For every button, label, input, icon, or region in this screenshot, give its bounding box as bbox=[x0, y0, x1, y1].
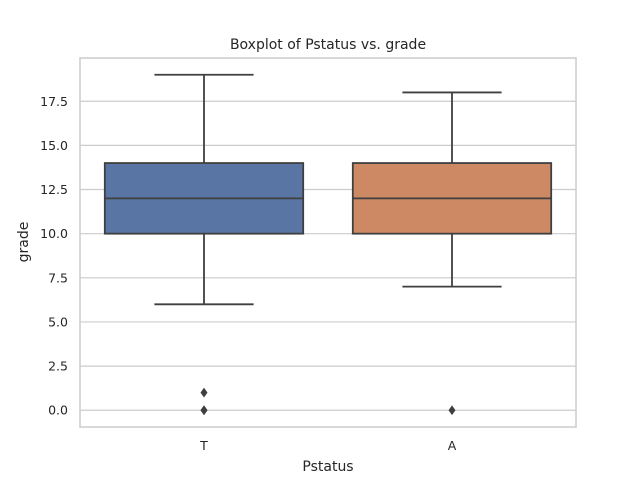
boxes bbox=[103, 73, 553, 416]
x-tick-label: A bbox=[448, 438, 457, 453]
y-axis-label: grade bbox=[16, 222, 32, 263]
y-tick-label: 0.0 bbox=[48, 403, 68, 418]
y-tick-label: 7.5 bbox=[48, 270, 68, 285]
y-tick-label: 10.0 bbox=[40, 226, 68, 241]
y-tick-labels: 0.0 2.5 5.0 7.5 10.0 12.5 15.0 17.5 bbox=[40, 94, 68, 418]
y-tick-label: 2.5 bbox=[48, 359, 68, 374]
plot-frame bbox=[79, 57, 577, 428]
box-group-T bbox=[103, 73, 305, 416]
y-tick-label: 5.0 bbox=[48, 314, 68, 329]
box-group-A bbox=[351, 91, 553, 416]
outlier-point bbox=[448, 405, 456, 416]
outlier-point bbox=[200, 405, 208, 416]
y-tick-label: 12.5 bbox=[40, 182, 68, 197]
grid-lines bbox=[80, 100, 576, 411]
y-tick-label: 15.0 bbox=[40, 138, 68, 153]
y-tick-label: 17.5 bbox=[40, 94, 68, 109]
chart-title: Boxplot of Pstatus vs. grade bbox=[230, 37, 426, 53]
x-axis-label: Pstatus bbox=[302, 459, 353, 475]
x-tick-label: T bbox=[199, 438, 208, 453]
outlier-point bbox=[200, 387, 208, 398]
